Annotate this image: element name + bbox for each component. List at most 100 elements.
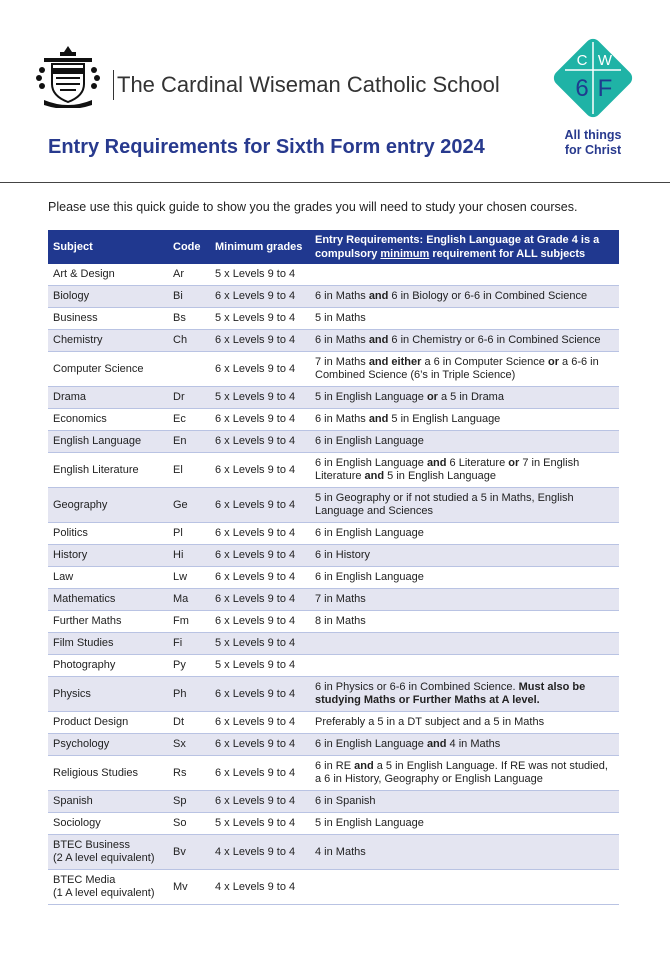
cell: Py: [168, 654, 210, 677]
cell: 6 in Physics or 6-6 in Combined Science.…: [310, 676, 619, 712]
cell: 6 x Levels 9 to 4: [210, 285, 310, 308]
cell: Fm: [168, 610, 210, 633]
cell: 5 x Levels 9 to 4: [210, 264, 310, 286]
text-run: 5 in English Language: [315, 391, 427, 403]
cell: 7 in Maths: [310, 588, 619, 611]
cell: Dr: [168, 386, 210, 409]
cell: Law: [48, 566, 168, 589]
school-name: The Cardinal Wiseman Catholic School: [113, 70, 500, 100]
text-run: or: [426, 391, 438, 403]
cell: Ma: [168, 588, 210, 611]
row: Mathematics Ma 6 x Levels 9 to 4 7 in Maths: [48, 588, 619, 611]
text-run: 6 in History: [315, 549, 371, 561]
cell: [310, 654, 619, 677]
requirements-table: Subject Code Minimum grades Entry Requireme…: [48, 230, 619, 905]
row: Further Maths Fm 6 x Levels 9 to 4 8 in Mat…: [48, 610, 619, 633]
text-run: Must also be studying Maths or Further M…: [315, 681, 586, 706]
text-run: 5 in Geography or if not studied a 5 in …: [315, 492, 574, 517]
cell: Subject: [48, 230, 168, 264]
cell: Bv: [168, 834, 210, 870]
cell: English Literature: [48, 452, 168, 488]
cell: 6 in Spanish: [310, 790, 619, 813]
text-run: 6 in English Language: [315, 435, 424, 447]
cell: 4 x Levels 9 to 4: [210, 834, 310, 870]
cell: 6 in RE and a 5 in English Language. If …: [310, 755, 619, 791]
cell: So: [168, 812, 210, 835]
cell: Ec: [168, 408, 210, 431]
cell: 6 x Levels 9 to 4: [210, 408, 310, 431]
cell: 6 in Maths and 5 in English Language: [310, 408, 619, 431]
cell: [310, 632, 619, 655]
cell: 6 in English Language: [310, 566, 619, 589]
text-run: 6 in Physics or 6-6 in Combined Science.: [315, 681, 519, 693]
row: English Language En 6 x Levels 9 to 4 6 in …: [48, 430, 619, 453]
cell: 6 in English Language and 4 in Maths: [310, 733, 619, 756]
text-run: 6 in Maths: [315, 334, 369, 346]
cell: Photography: [48, 654, 168, 677]
cell: Ph: [168, 676, 210, 712]
cell: Rs: [168, 755, 210, 791]
text-run: 4 in Maths: [315, 845, 366, 858]
cell: 6 x Levels 9 to 4: [210, 588, 310, 611]
cell: Mv: [168, 869, 210, 905]
cell: 5 x Levels 9 to 4: [210, 654, 310, 677]
cell: Sp: [168, 790, 210, 813]
cell: Entry Requirements: English Language at …: [310, 230, 619, 264]
cell: 5 x Levels 9 to 4: [210, 632, 310, 655]
cell: 6 in English Language and 6 Literature o…: [310, 452, 619, 488]
row: History Hi 6 x Levels 9 to 4 6 in History: [48, 544, 619, 567]
text-run: a 5 in Drama: [437, 391, 504, 403]
row: Art & Design Ar 5 x Levels 9 to 4: [48, 264, 619, 286]
cell: Bi: [168, 285, 210, 308]
cell: Bs: [168, 307, 210, 330]
cell: 6 x Levels 9 to 4: [210, 676, 310, 712]
cell: Lw: [168, 566, 210, 589]
cell: Sx: [168, 733, 210, 756]
cell: 6 in English Language: [310, 430, 619, 453]
badge-letter: C: [577, 52, 588, 69]
cell: Mathematics: [48, 588, 168, 611]
cell: En: [168, 430, 210, 453]
text-run: a 6 in Computer Science: [421, 356, 548, 368]
row: BTEC Media (1 A level equivalent) Mv 4 x L…: [48, 869, 619, 905]
cell: Ge: [168, 487, 210, 523]
text-run: 7 in Maths: [315, 356, 369, 368]
cell: 4 in Maths: [310, 834, 619, 870]
cell: 6 x Levels 9 to 4: [210, 566, 310, 589]
text-run: 6 in RE: [315, 760, 355, 772]
text-run: 7 in English Literature: [315, 457, 580, 482]
cell: 5 x Levels 9 to 4: [210, 386, 310, 409]
cell: 6 x Levels 9 to 4: [210, 487, 310, 523]
cell: Fi: [168, 632, 210, 655]
cell: 5 in English Language or a 5 in Drama: [310, 386, 619, 409]
divider: [0, 182, 670, 183]
text-run: requirement for ALL subjects: [429, 248, 586, 260]
cell: 6 x Levels 9 to 4: [210, 733, 310, 756]
row: Film Studies Fi 5 x Levels 9 to 4: [48, 632, 619, 655]
cell: 6 in Maths and 6 in Biology or 6-6 in Co…: [310, 285, 619, 308]
cell: 7 in Maths and either a 6 in Computer Sc…: [310, 351, 619, 387]
cell: [310, 869, 619, 905]
cell: BTEC Media (1 A level equivalent): [48, 869, 168, 905]
cell: Art & Design: [48, 264, 168, 286]
cell: 5 in Maths: [310, 307, 619, 330]
cell: 6 x Levels 9 to 4: [210, 755, 310, 791]
row: BTEC Business (2 A level equivalent) Bv 4 …: [48, 834, 619, 870]
text-run: 5 in English Language: [388, 413, 501, 425]
text-run: and: [354, 760, 374, 772]
cell: 5 x Levels 9 to 4: [210, 812, 310, 835]
text-run: 6 in English Language: [315, 527, 424, 539]
cell: Ar: [168, 264, 210, 286]
text-run: and either: [368, 356, 422, 368]
cell: History: [48, 544, 168, 567]
badge-letter: 6: [575, 75, 588, 102]
badge-letter: W: [598, 52, 613, 69]
row: Photography Py 5 x Levels 9 to 4: [48, 654, 619, 677]
cell: Preferably a 5 in a DT subject and a 5 i…: [310, 711, 619, 734]
cell: 6 x Levels 9 to 4: [210, 430, 310, 453]
text-run: Entry Requirements: English Language at …: [315, 234, 600, 260]
